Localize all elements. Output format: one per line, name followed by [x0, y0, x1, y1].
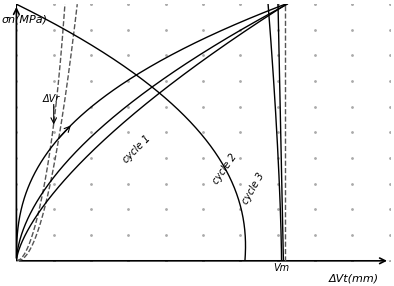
Text: cycle 3: cycle 3 — [240, 171, 266, 206]
Text: cycle 2: cycle 2 — [210, 152, 239, 186]
Text: cycle 1: cycle 1 — [121, 134, 152, 165]
Text: ΔVr: ΔVr — [43, 94, 60, 104]
Text: σn(MPa): σn(MPa) — [2, 14, 47, 24]
Text: Vm: Vm — [273, 263, 290, 273]
Text: ΔVt(mm): ΔVt(mm) — [329, 274, 379, 284]
